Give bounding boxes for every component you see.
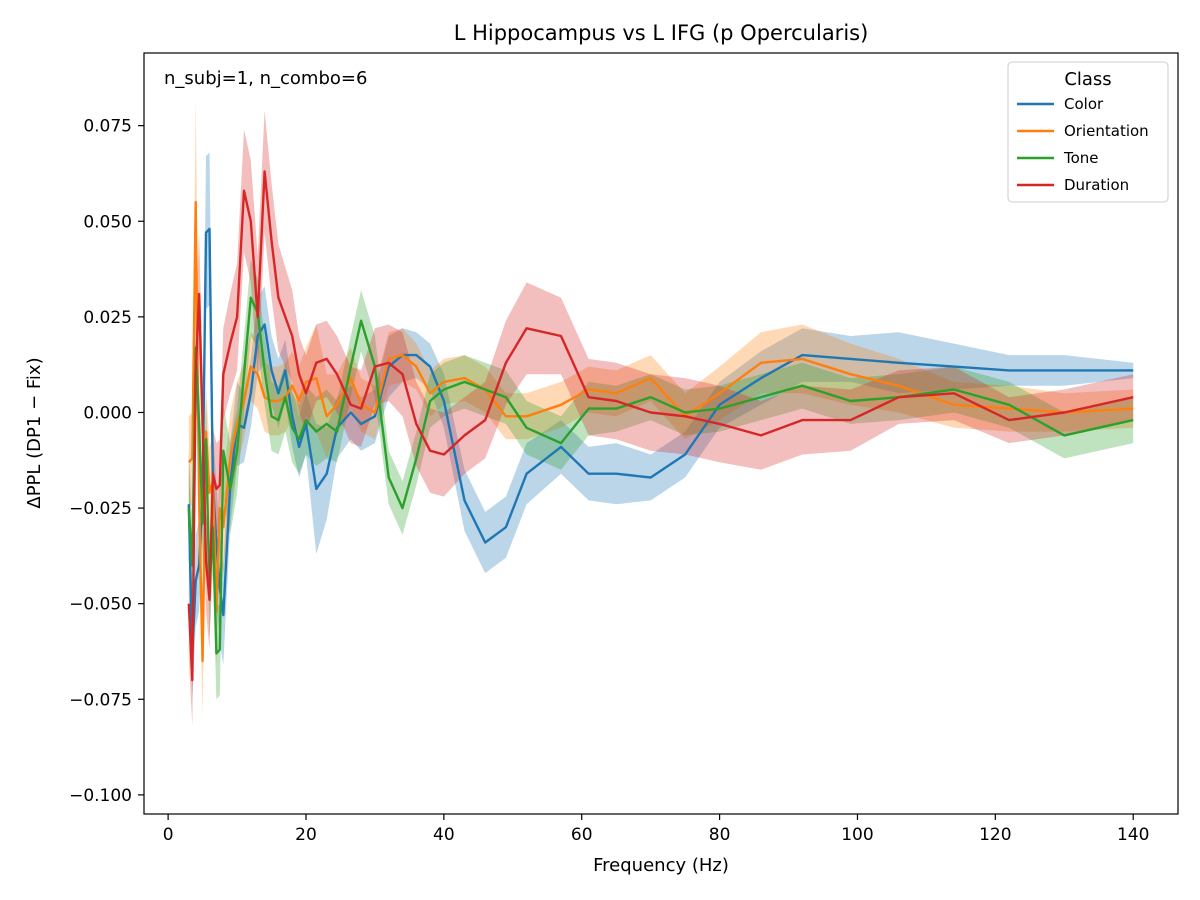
duration-band: [188, 110, 1134, 726]
y-tick-label: 0.050: [83, 212, 132, 232]
sample-annotation: n_subj=1, n_combo=6: [164, 68, 367, 89]
x-tick-label: 140: [1117, 825, 1149, 845]
plot-frame: [143, 52, 1179, 815]
y-tick-label: −0.075: [69, 690, 132, 710]
orientation-band: [188, 98, 1134, 715]
color-legend-label: Color: [1064, 95, 1104, 113]
color-band: [188, 152, 1134, 700]
confidence-bands: [188, 98, 1134, 726]
y-axis-label: ΔPPL (DP1 − Fix): [24, 357, 45, 508]
y-axis: −0.100 −0.075 −0.050 −0.025 0.000 0.025 0.050 0…: [69, 117, 144, 806]
duration-line: [187, 170, 1134, 682]
x-tick-label: 0: [163, 825, 174, 845]
orientation-legend-label: Orientation: [1064, 122, 1149, 140]
x-tick-label: 60: [571, 825, 593, 845]
tone-legend-label: Tone: [1063, 149, 1099, 167]
x-tick-label: 40: [433, 825, 455, 845]
x-tick-label: 20: [295, 825, 317, 845]
tone-line: [187, 296, 1134, 655]
x-tick-label: 80: [709, 825, 731, 845]
series-lines: [187, 170, 1134, 682]
duration-legend-label: Duration: [1064, 176, 1129, 194]
y-tick-label: 0.000: [83, 403, 132, 423]
y-tick-label: −0.050: [69, 595, 132, 615]
y-tick-label: 0.025: [83, 308, 132, 328]
x-tick-label: 120: [979, 825, 1011, 845]
x-axis: 0 20 40 60 80 100 120 140: [163, 814, 1149, 845]
chart-title: L Hippocampus vs L IFG (p Opercularis): [454, 21, 869, 45]
x-tick-label: 100: [841, 825, 873, 845]
legend-box: [1007, 61, 1169, 203]
y-tick-label: −0.100: [69, 786, 132, 806]
legend-title: Class: [1064, 69, 1111, 90]
legend: Class Color Orientation Tone Duration: [1007, 61, 1169, 203]
x-axis-label: Frequency (Hz): [593, 855, 729, 876]
y-tick-label: 0.075: [83, 117, 132, 137]
y-tick-label: −0.025: [69, 499, 132, 519]
